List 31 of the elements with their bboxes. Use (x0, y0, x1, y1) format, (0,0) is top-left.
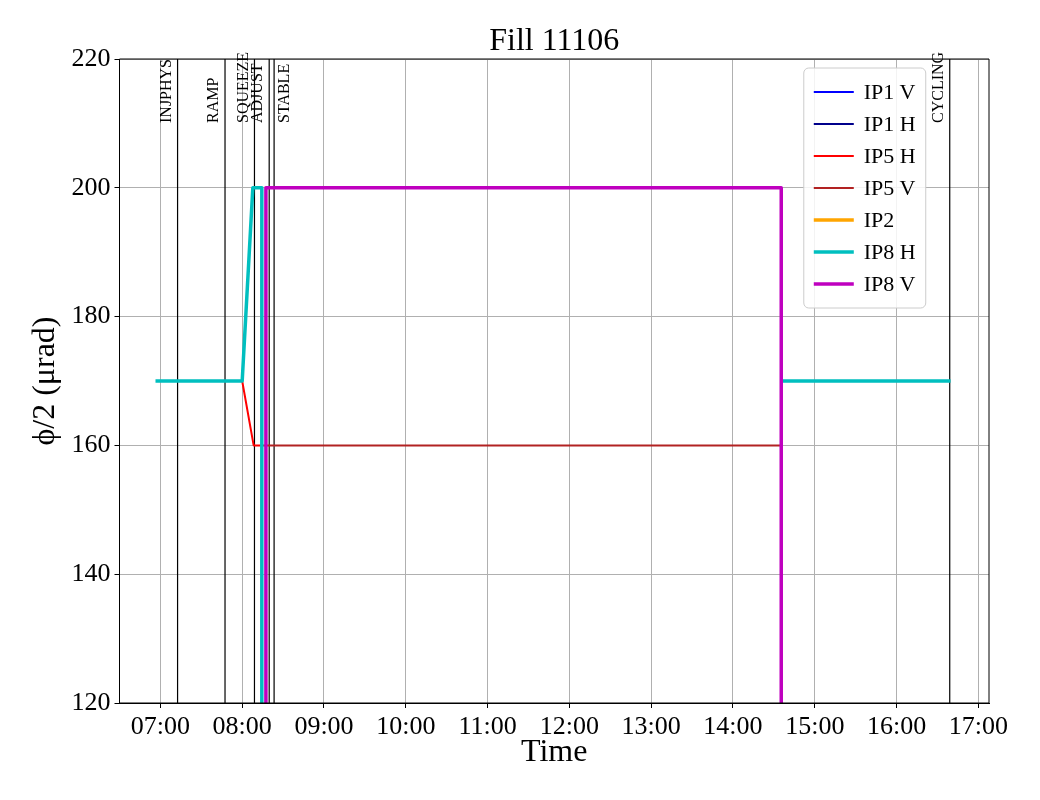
y-tick-label: 120 (71, 686, 111, 716)
x-tick-label: 09:00 (294, 711, 354, 741)
x-tick-label: 13:00 (621, 711, 681, 741)
y-tick-label: 160 (71, 429, 111, 459)
legend-label: IP1 H (863, 110, 916, 136)
x-tick-label: 16:00 (866, 711, 927, 741)
y-axis-title: ϕ/2 (μrad) (25, 316, 62, 446)
x-tick-label: 15:00 (785, 711, 845, 741)
x-tick-label: 17:00 (948, 711, 1008, 741)
chart-title: Fill 11106 (489, 21, 620, 58)
legend-label: IP8 H (863, 238, 916, 264)
y-tick-label: 200 (71, 171, 111, 201)
legend-label: IP5 V (863, 174, 916, 200)
ref-line-label: CYCLING (928, 51, 946, 123)
legend-label: IP5 H (863, 142, 916, 168)
x-tick-label: 11:00 (458, 711, 517, 741)
ref-line-label: SQUEEZE (233, 51, 251, 123)
x-tick-label: 07:00 (130, 711, 191, 741)
legend-label: IP2 (863, 206, 895, 232)
x-tick-label: 12:00 (539, 711, 599, 741)
y-tick-label: 140 (71, 558, 111, 588)
x-tick-label: 08:00 (212, 711, 272, 741)
ref-line-label: RAMP (204, 77, 222, 123)
x-tick-label: 10:00 (376, 711, 436, 741)
x-tick-label: 14:00 (703, 711, 763, 741)
y-tick-label: 180 (71, 300, 111, 330)
legend-label: IP1 V (863, 78, 916, 104)
legend-label: IP8 V (863, 270, 916, 296)
ref-line-label: INJPHYS (156, 58, 174, 123)
ref-line-label: STABLE (275, 63, 293, 123)
y-tick-label: 220 (71, 42, 111, 72)
